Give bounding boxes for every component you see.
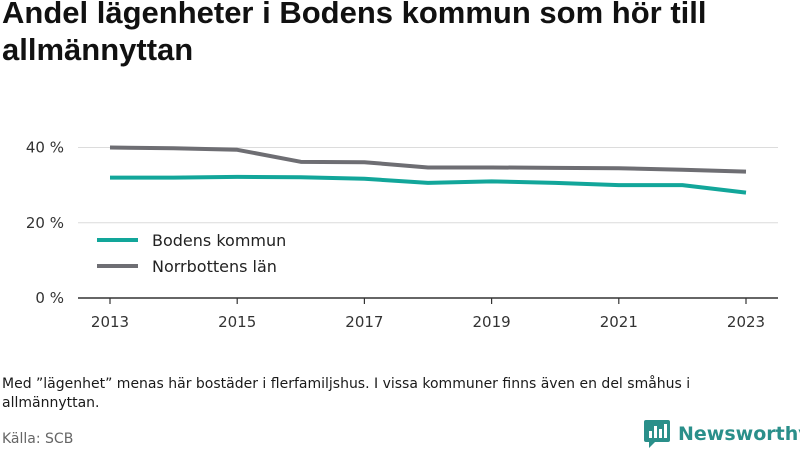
brand-name: Newsworthy: [678, 423, 800, 445]
x-tick-label: 2021: [600, 313, 638, 331]
line-chart: 0 % 20 % 40 % 2013 2015 2017 2019 2021 2023 Boden…: [26, 139, 778, 331]
legend-label: Norrbottens län: [152, 257, 277, 276]
x-tick-label: 2017: [345, 313, 383, 331]
y-tick-label: 0 %: [35, 289, 64, 307]
x-tick-label: 2023: [727, 313, 765, 331]
chart-title: Andel lägenheter i Bodens kommun som hör…: [2, 0, 707, 67]
source-label: Källa: SCB: [2, 431, 74, 447]
series-line: [110, 174, 747, 195]
newsworthy-logo: Newsworthy: [643, 419, 800, 449]
y-tick-label: 20 %: [26, 214, 64, 232]
newsworthy-logo-icon: [644, 420, 670, 448]
y-tick-label: 40 %: [26, 139, 64, 157]
x-tick-label: 2015: [218, 313, 256, 331]
x-tick-label: 2013: [91, 313, 129, 331]
series-line: [109, 145, 747, 174]
chart-note: Med ”lägenhet” menas här bostäder i fler…: [2, 376, 691, 411]
legend-label: Bodens kommun: [152, 231, 286, 250]
x-tick-label: 2019: [473, 313, 511, 331]
